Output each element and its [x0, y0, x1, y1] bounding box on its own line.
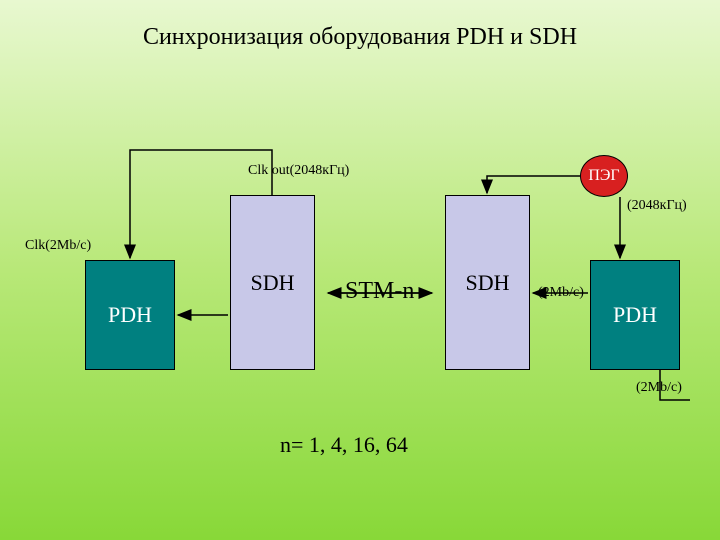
sdh-left-node: SDH — [230, 195, 315, 370]
sdh-right-label: SDH — [465, 270, 509, 296]
n-values-label: n= 1, 4, 16, 64 — [280, 432, 408, 458]
diagram-title: Синхронизация оборудования PDH и SDH — [0, 24, 720, 51]
rate-2mb-mid-label: (2Mb/с) — [538, 285, 584, 301]
pdh-right-node: PDH — [590, 260, 680, 370]
sdh-left-label: SDH — [250, 270, 294, 296]
rate-2mb-bottom-label: (2Mb/с) — [636, 380, 682, 396]
clk-2mb-left-label: Clk(2Mb/с) — [25, 238, 91, 254]
peg-node: ПЭГ — [580, 155, 628, 197]
sdh-right-node: SDH — [445, 195, 530, 370]
pdh-left-node: PDH — [85, 260, 175, 370]
stm-n-label: STM-n — [345, 278, 414, 305]
pdh-right-label: PDH — [613, 302, 657, 328]
pdh-left-label: PDH — [108, 302, 152, 328]
peg-label: ПЭГ — [588, 167, 619, 185]
freq-2048-label: (2048кГц) — [627, 198, 687, 214]
clk-out-label: Clk out(2048кГц) — [248, 163, 349, 179]
